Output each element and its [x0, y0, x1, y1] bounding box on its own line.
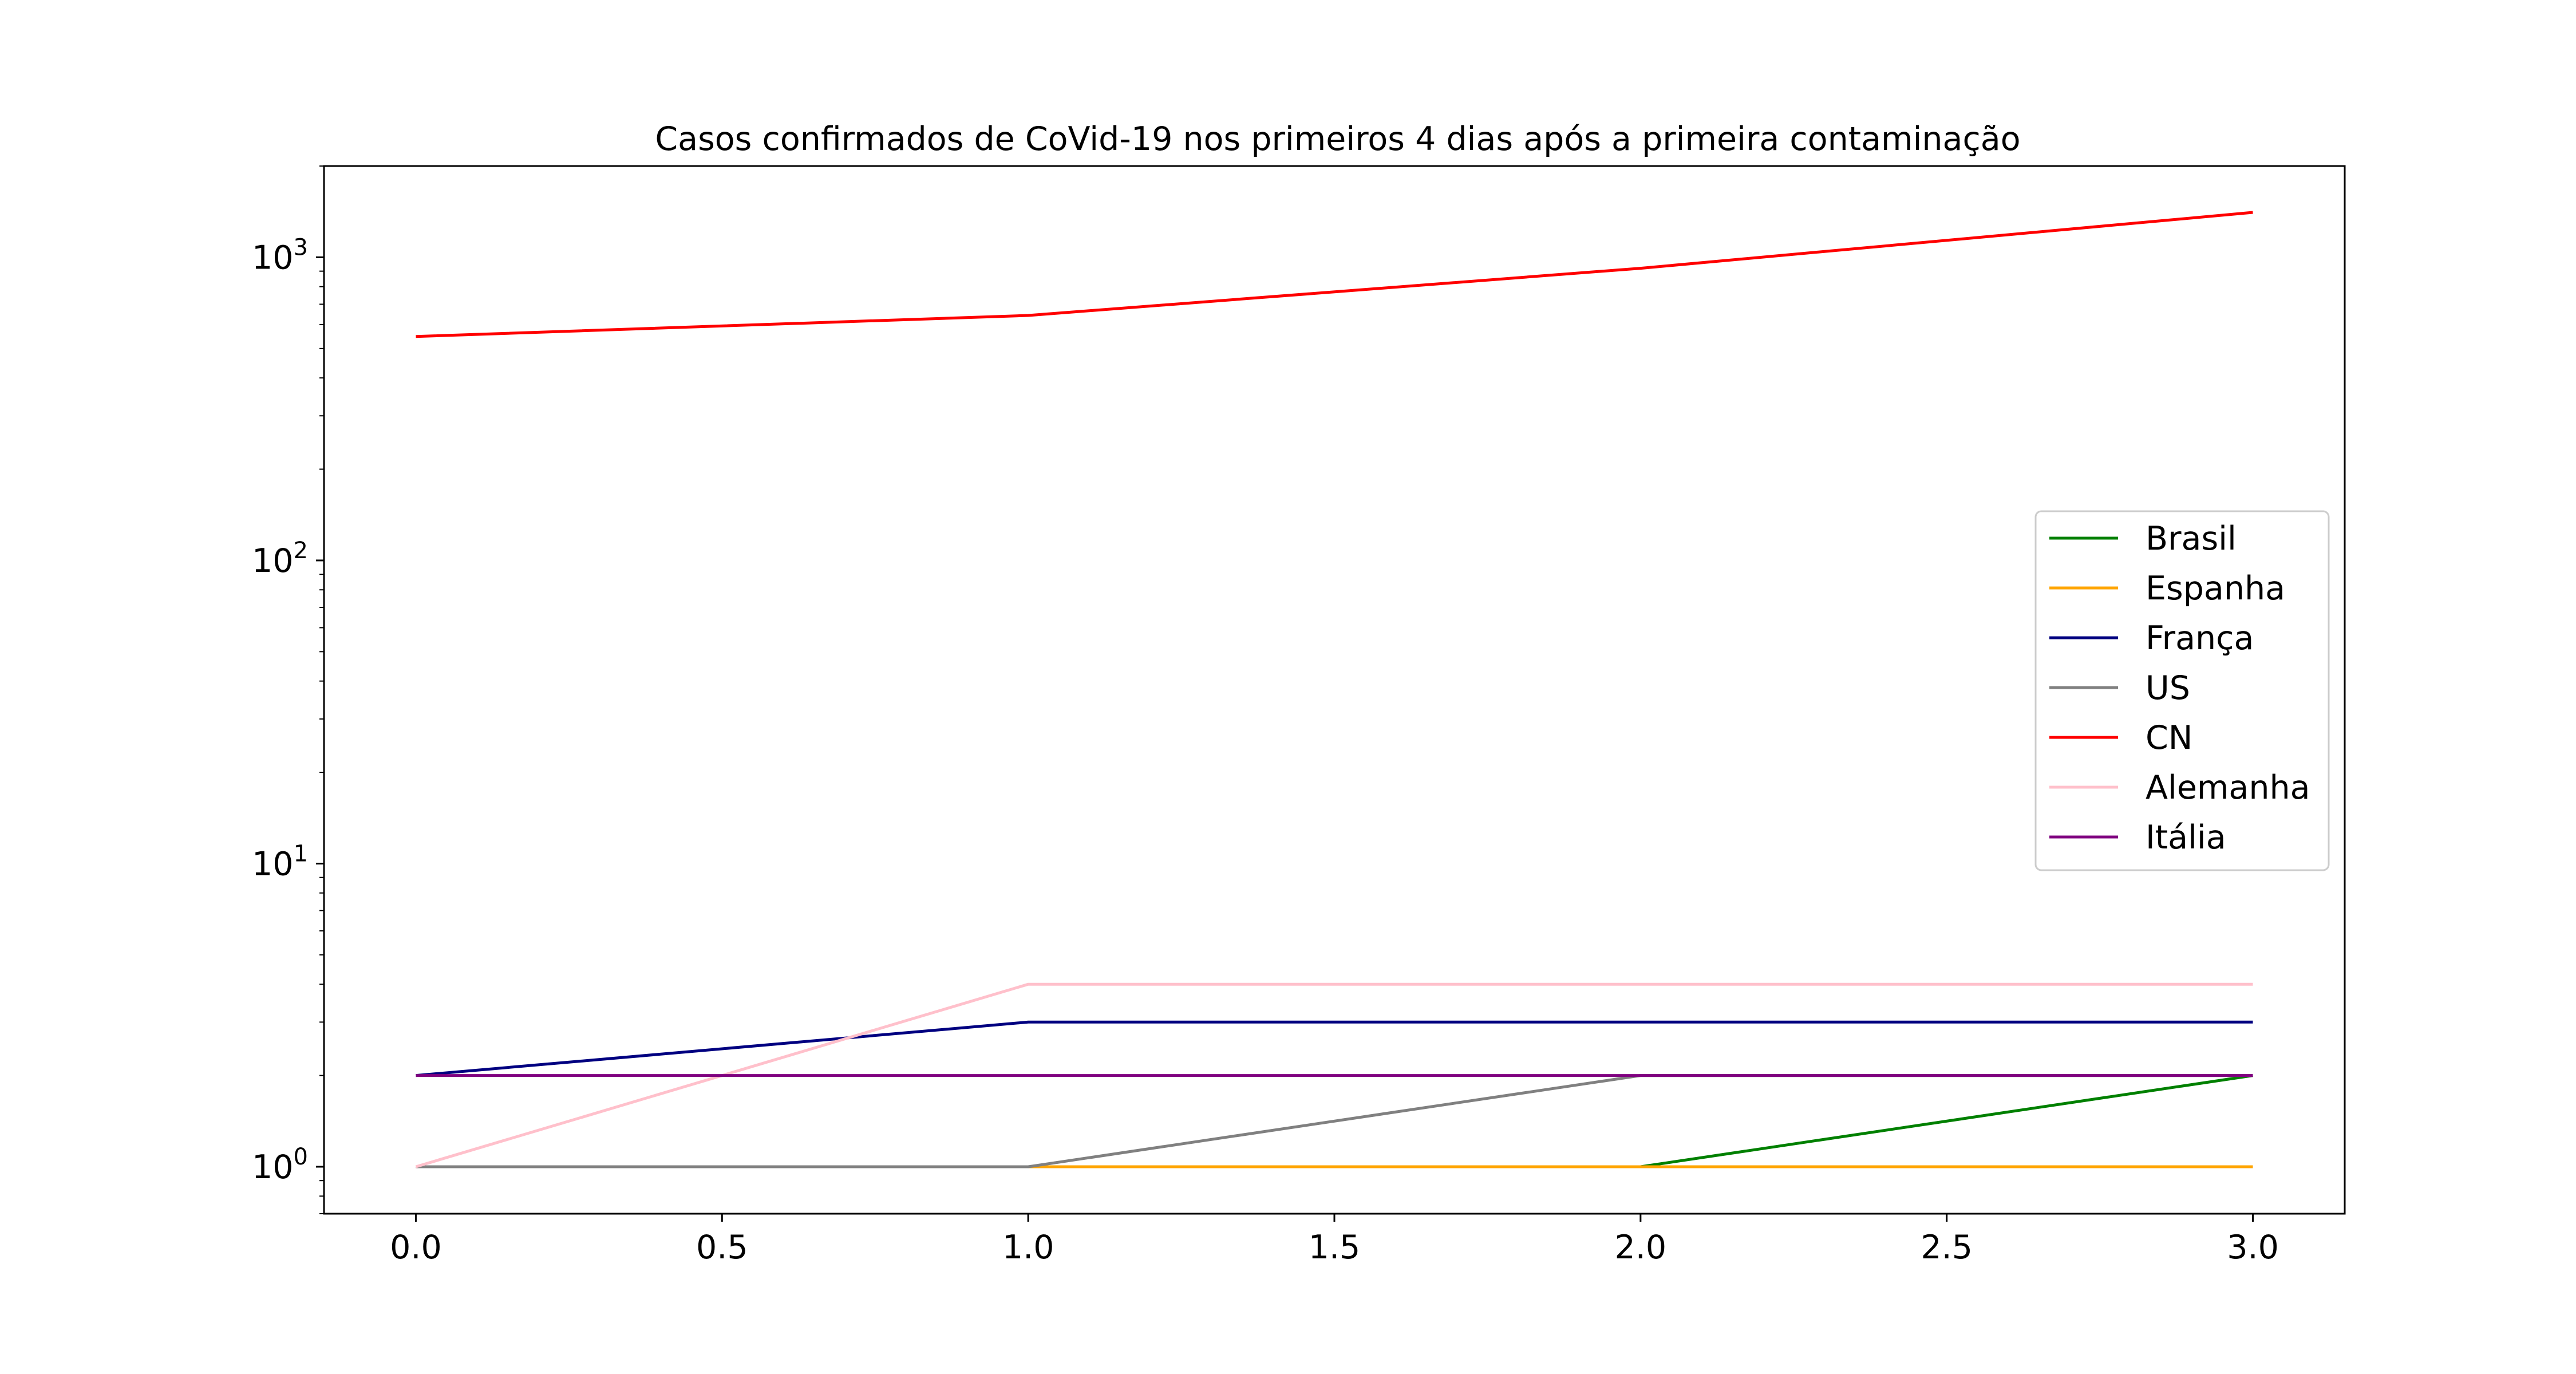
legend-label: US — [2146, 669, 2190, 707]
series-line-4 — [416, 211, 2253, 338]
x-tick-label: 1.0 — [1002, 1229, 1054, 1266]
legend-label: Alemanha — [2146, 769, 2310, 807]
chart-title: Casos confirmados de CoVid-19 nos primei… — [655, 120, 2020, 158]
x-tick-label: 0.5 — [696, 1229, 748, 1266]
legend-label: Brasil — [2146, 520, 2237, 558]
legend-label: França — [2146, 619, 2254, 657]
legend-label: CN — [2146, 719, 2192, 757]
y-tick-label: 101 — [252, 840, 308, 883]
series-line-3 — [416, 1074, 2253, 1168]
legend-box — [2034, 510, 2330, 871]
x-axis: 0.0 0.5 1.0 1.5 2.0 2.5 3.0 — [390, 1214, 2279, 1266]
x-tick-label: 3.0 — [2227, 1229, 2279, 1266]
legend: Brasil Espanha França US CN Alemanha Itália — [2034, 510, 2330, 871]
legend-label: Itália — [2146, 819, 2226, 856]
x-tick-label: 2.5 — [1921, 1229, 1973, 1266]
y-tick-label: 102 — [252, 538, 308, 580]
series-layer — [415, 211, 2253, 1168]
x-tick-label: 1.5 — [1309, 1229, 1361, 1266]
y-tick-label: 103 — [252, 234, 308, 277]
y-axis: 100 101 102 103 — [252, 165, 324, 1214]
x-tick-label: 0.0 — [390, 1229, 442, 1266]
series-line-2 — [416, 1020, 2253, 1077]
x-tick-label: 2.0 — [1615, 1229, 1667, 1266]
y-tick-label: 100 — [252, 1144, 308, 1186]
legend-label: Espanha — [2146, 570, 2285, 607]
